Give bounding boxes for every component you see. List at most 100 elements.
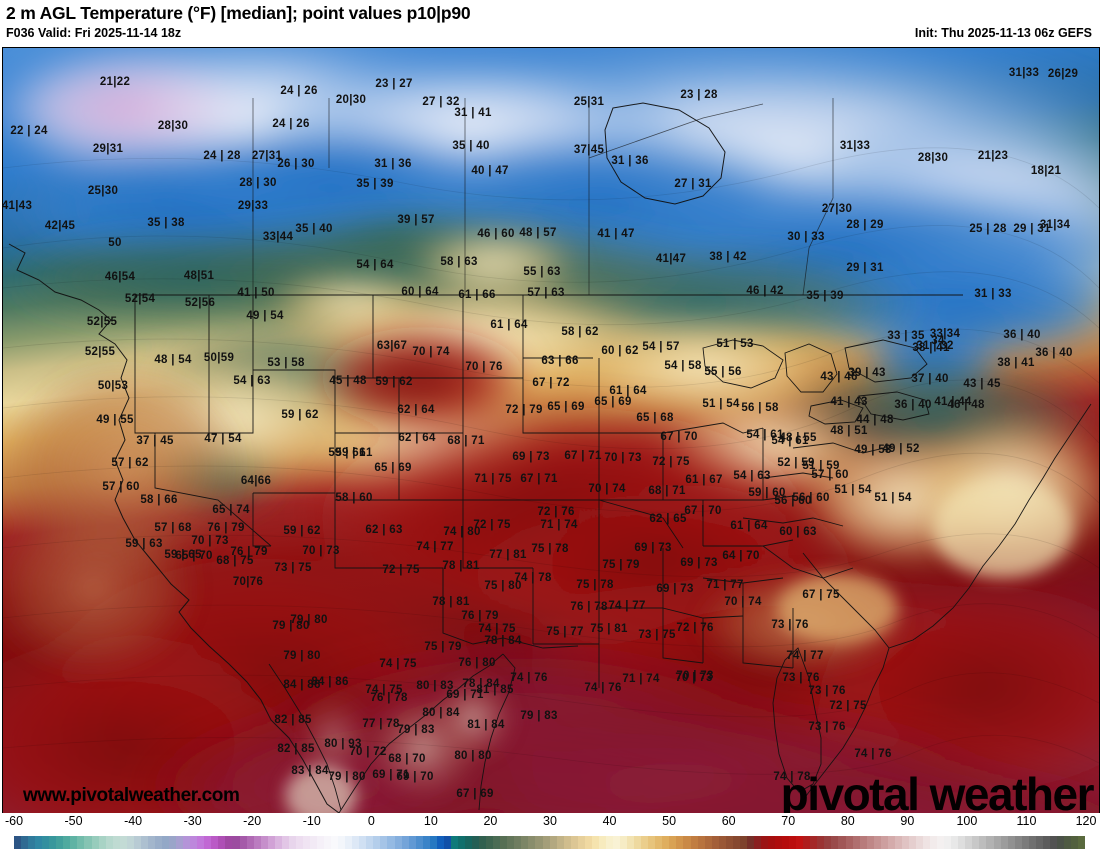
colorbar-tick: 70 [781, 814, 796, 828]
site-watermark: www.pivotalweather.com [23, 785, 240, 806]
colorbar-tick: -30 [183, 814, 202, 828]
colorbar-swatch [56, 836, 64, 849]
colorbar-swatch [1014, 836, 1022, 849]
colorbar-swatch [457, 836, 465, 849]
colorbar-swatch [514, 836, 522, 849]
colorbar-swatch [669, 836, 677, 849]
colorbar-tick: 80 [840, 814, 855, 828]
colorbar-swatch [725, 836, 733, 849]
colorbar-swatch [373, 836, 381, 849]
colorbar-swatch [422, 836, 430, 849]
colorbar-swatch [253, 836, 261, 849]
colorbar-swatch [394, 836, 402, 849]
colorbar-swatch [535, 836, 543, 849]
colorbar-swatch [218, 836, 226, 849]
colorbar-swatch [352, 836, 360, 849]
colorbar-swatch [331, 836, 339, 849]
colorbar-tick: -60 [4, 814, 24, 828]
colorbar-swatch [14, 836, 22, 849]
colorbar-swatch [880, 836, 888, 849]
colorbar-swatch [77, 836, 85, 849]
colorbar-swatch [584, 836, 592, 849]
colorbar-swatch [944, 836, 952, 849]
colorbar-swatch [176, 836, 184, 849]
colorbar-swatch [887, 836, 895, 849]
colorbar-swatch [662, 836, 670, 849]
colorbar-swatch [246, 836, 254, 849]
colorbar-swatch [345, 836, 353, 849]
header: 2 m AGL Temperature (°F) [median]; point… [0, 0, 1100, 48]
colorbar-swatch [916, 836, 924, 849]
colorbar-swatch [690, 836, 698, 849]
colorbar-swatch [570, 836, 578, 849]
colorbar-tick: -50 [64, 814, 83, 828]
colorbar-swatch [133, 836, 141, 849]
colorbar-swatch [295, 836, 303, 849]
colorbar[interactable]: -60 -50 -40 -30 -20 -10 0 10 20 30 40 50 60 70 80 90 100… [0, 813, 1100, 850]
colorbar-swatch [753, 836, 761, 849]
colorbar-swatch [317, 836, 325, 849]
colorbar-tick-labels: -60 -50 -40 -30 -20 -10 0 10 20 30 40 50 60 70 80 90 100… [0, 813, 1100, 835]
colorbar-swatch [972, 836, 980, 849]
colorbar-swatch [859, 836, 867, 849]
colorbar-swatch [937, 836, 945, 849]
brand-watermark: pivotal weather [780, 768, 1095, 814]
colorbar-swatch [810, 836, 818, 849]
colorbar-tick: 120 [1075, 814, 1097, 828]
colorbar-swatch [161, 836, 170, 849]
colorbar-swatch [1078, 836, 1086, 849]
colorbar-swatch [556, 836, 564, 849]
colorbar-swatch [443, 836, 451, 849]
colorbar-swatch [493, 836, 501, 849]
colorbar-swatch [873, 836, 881, 849]
colorbar-swatch [366, 836, 374, 849]
colorbar-tick: -10 [302, 814, 321, 828]
colorbar-swatch [951, 836, 959, 849]
colorbar-swatch [274, 836, 282, 849]
colorbar-swatch [901, 836, 909, 849]
colorbar-swatch [1042, 836, 1050, 849]
colorbar-swatch [760, 836, 769, 849]
colorbar-swatch [789, 836, 797, 849]
colorbar-swatch [211, 836, 219, 849]
colorbar-swatch [119, 836, 127, 849]
colorbar-swatch [1028, 836, 1036, 849]
colorbar-swatch [147, 836, 155, 849]
colorbar-swatch [1056, 836, 1064, 849]
colorbar-swatch [528, 836, 536, 849]
colorbar-swatch [98, 836, 106, 849]
colorbar-swatch [225, 836, 233, 849]
colorbar-swatch [591, 836, 599, 849]
colorbar-swatch [803, 836, 811, 849]
colorbar-tick: 20 [483, 814, 498, 828]
colorbar-swatch [429, 836, 437, 849]
colorbar-tick: 10 [423, 814, 438, 828]
colorbar-gradient[interactable] [14, 836, 1086, 849]
colorbar-swatch [126, 836, 134, 849]
colorbar-swatch [958, 836, 966, 849]
colorbar-swatch [415, 836, 423, 849]
colorbar-swatch [309, 836, 318, 849]
colorbar-swatch [542, 836, 550, 849]
colorbar-swatch [894, 836, 902, 849]
colorbar-swatch [711, 836, 719, 849]
colorbar-swatch [169, 836, 177, 849]
colorbar-swatch [549, 836, 557, 849]
weather-map[interactable]: www.pivotalweather.com pivotal weather 2… [2, 47, 1100, 814]
colorbar-swatch [239, 836, 247, 849]
colorbar-swatch [979, 836, 987, 849]
valid-time-label: F036 Valid: Fri 2025-11-14 18z [6, 26, 182, 40]
colorbar-swatch [627, 836, 635, 849]
colorbar-swatch [450, 836, 458, 849]
colorbar-swatch [436, 836, 444, 849]
colorbar-swatch [359, 836, 367, 849]
colorbar-swatch [197, 836, 205, 849]
colorbar-swatch [732, 836, 740, 849]
colorbar-swatch [775, 836, 783, 849]
colorbar-swatch [387, 836, 395, 849]
colorbar-swatch [845, 836, 853, 849]
colorbar-tick: 110 [1016, 814, 1037, 828]
colorbar-swatch [697, 836, 705, 849]
colorbar-swatch [21, 836, 29, 849]
colorbar-swatch [1000, 836, 1008, 849]
